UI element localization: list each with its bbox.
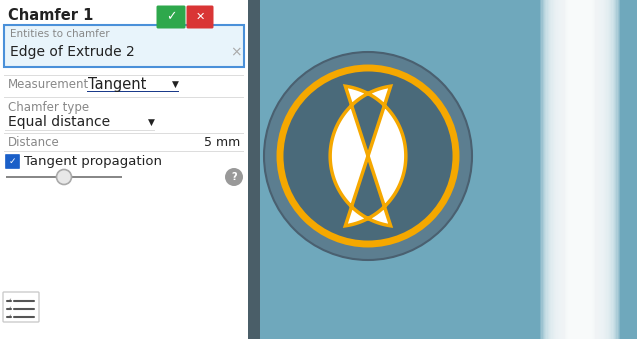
- Bar: [543, 0, 617, 339]
- Text: Chamfer 1: Chamfer 1: [8, 8, 94, 23]
- Text: Distance: Distance: [8, 137, 60, 149]
- Bar: [4, 97, 244, 98]
- Bar: [248, 0, 637, 339]
- Bar: [565, 0, 595, 339]
- Bar: [551, 0, 609, 339]
- Text: Chamfer type: Chamfer type: [8, 101, 89, 115]
- Circle shape: [225, 168, 243, 186]
- Text: ✕: ✕: [196, 12, 204, 22]
- Text: Tangent propagation: Tangent propagation: [24, 155, 162, 167]
- Bar: [552, 0, 608, 339]
- Bar: [556, 0, 604, 339]
- Bar: [570, 0, 590, 339]
- Text: Equal distance: Equal distance: [8, 115, 110, 129]
- Bar: [576, 0, 583, 339]
- Bar: [548, 0, 612, 339]
- Bar: [540, 0, 620, 339]
- Text: Tangent: Tangent: [88, 77, 147, 92]
- Polygon shape: [330, 86, 406, 226]
- Bar: [565, 0, 595, 339]
- Circle shape: [57, 170, 71, 184]
- Bar: [561, 0, 599, 339]
- Bar: [569, 0, 591, 339]
- Text: ✓: ✓: [9, 157, 17, 165]
- Text: ✓: ✓: [6, 299, 11, 303]
- Bar: [541, 0, 619, 339]
- Circle shape: [282, 70, 454, 242]
- Text: ✓: ✓: [6, 306, 11, 312]
- Bar: [547, 0, 614, 339]
- Text: ✓: ✓: [166, 11, 176, 23]
- Text: 5 mm: 5 mm: [204, 137, 240, 149]
- Bar: [575, 0, 585, 339]
- FancyBboxPatch shape: [157, 5, 185, 28]
- Text: Measurement: Measurement: [8, 78, 89, 91]
- Bar: [571, 0, 589, 339]
- Bar: [557, 0, 603, 339]
- Text: ▼: ▼: [172, 80, 179, 88]
- Bar: [0, 0, 248, 339]
- Text: ×: ×: [230, 45, 242, 59]
- Bar: [571, 0, 589, 339]
- Bar: [566, 0, 594, 339]
- Text: ?: ?: [231, 172, 237, 182]
- Bar: [555, 0, 605, 339]
- Bar: [570, 0, 590, 339]
- FancyBboxPatch shape: [3, 292, 39, 322]
- Bar: [572, 0, 588, 339]
- Bar: [554, 0, 606, 339]
- Bar: [568, 0, 592, 339]
- Bar: [5, 130, 155, 131]
- Bar: [6, 176, 122, 178]
- Bar: [574, 0, 586, 339]
- Bar: [4, 151, 244, 152]
- Bar: [567, 0, 593, 339]
- Bar: [574, 0, 586, 339]
- Bar: [544, 0, 616, 339]
- Bar: [560, 0, 600, 339]
- Circle shape: [264, 52, 472, 260]
- Bar: [568, 0, 592, 339]
- Bar: [4, 75, 244, 76]
- Bar: [4, 133, 244, 134]
- Bar: [545, 0, 615, 339]
- Bar: [248, 0, 260, 339]
- Bar: [564, 0, 596, 339]
- Bar: [550, 0, 610, 339]
- Bar: [562, 0, 598, 339]
- Text: ▼: ▼: [148, 118, 155, 126]
- Bar: [569, 0, 591, 339]
- Bar: [573, 0, 587, 339]
- Bar: [87, 91, 179, 92]
- Bar: [573, 0, 587, 339]
- FancyBboxPatch shape: [187, 5, 213, 28]
- Text: Entities to chamfer: Entities to chamfer: [10, 29, 110, 39]
- FancyBboxPatch shape: [6, 155, 20, 168]
- Text: ✓: ✓: [6, 315, 11, 319]
- Bar: [559, 0, 601, 339]
- Bar: [566, 0, 594, 339]
- FancyBboxPatch shape: [4, 25, 244, 67]
- Bar: [547, 0, 613, 339]
- Text: Edge of Extrude 2: Edge of Extrude 2: [10, 45, 135, 59]
